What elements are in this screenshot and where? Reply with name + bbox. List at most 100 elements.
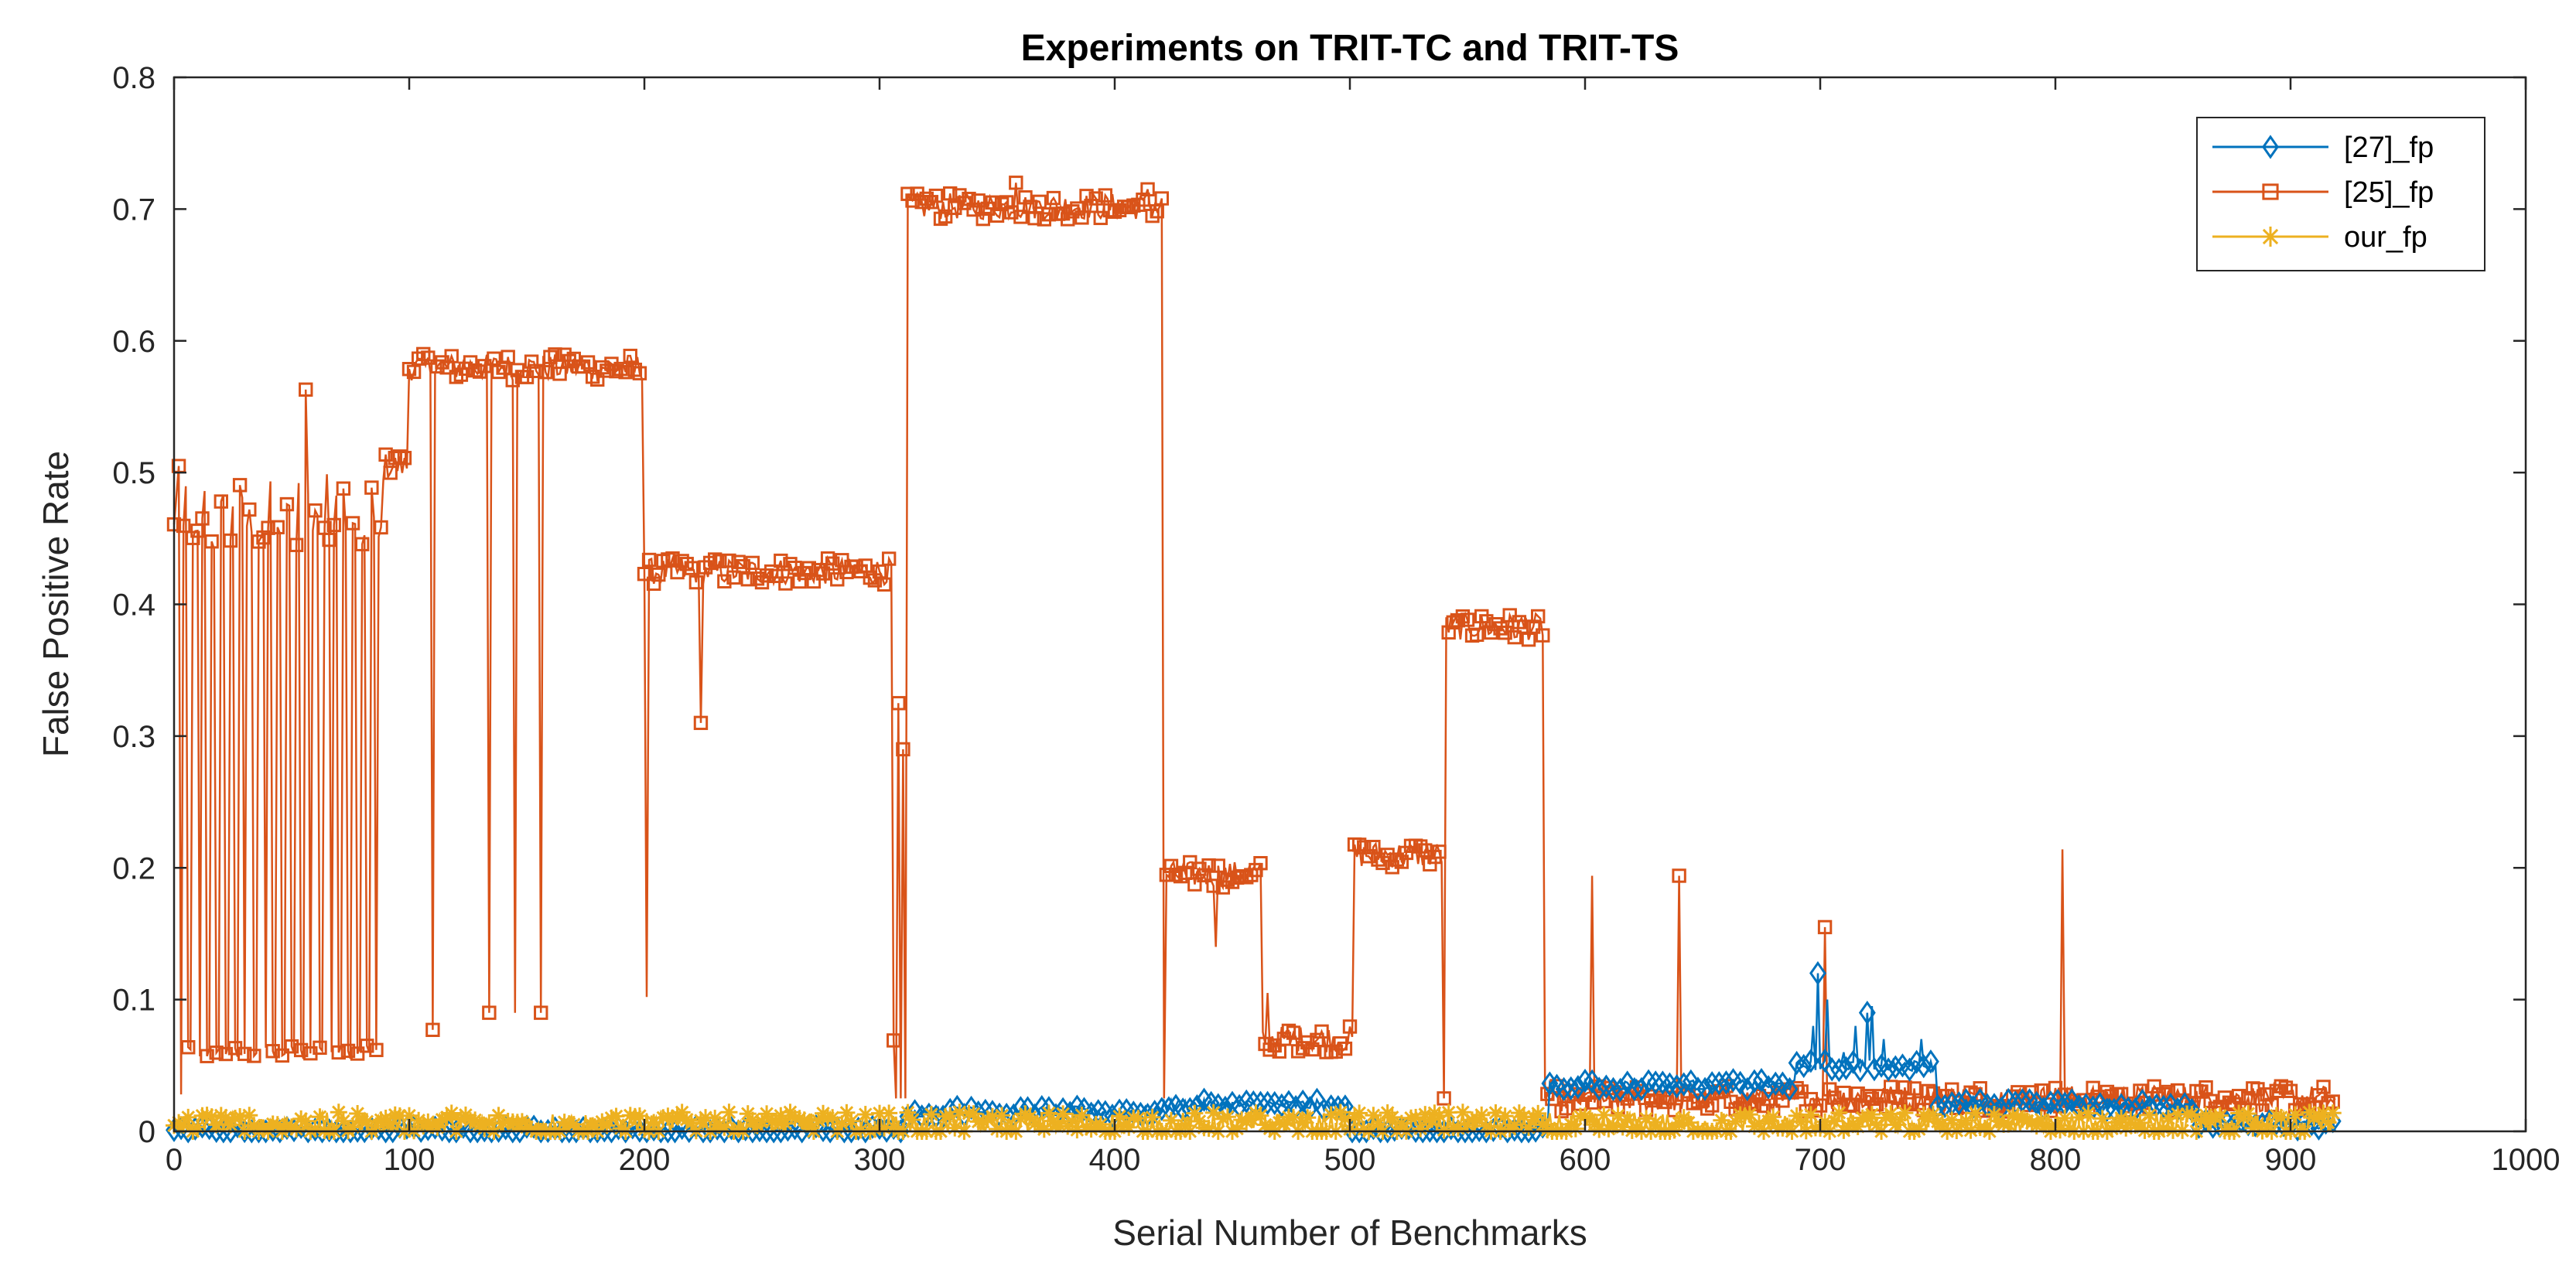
data-point	[966, 202, 981, 217]
x-tick-label: 100	[384, 1143, 436, 1177]
data-point	[609, 363, 624, 379]
data-point	[1569, 1075, 1587, 1100]
data-point	[350, 1046, 365, 1061]
data-point	[242, 502, 257, 517]
data-point	[1717, 1070, 1735, 1095]
data-point	[289, 537, 304, 552]
data-point	[708, 552, 723, 567]
data-point	[1611, 1077, 1629, 1103]
data-point	[1201, 858, 1216, 873]
data-point	[538, 364, 553, 380]
data-point	[1450, 612, 1466, 628]
data-point	[195, 511, 210, 526]
legend-label: [27]_fp	[2344, 131, 2434, 164]
data-point	[1328, 1044, 1343, 1059]
y-tick-label: 0.8	[112, 61, 155, 95]
data-point	[2198, 1080, 2213, 1095]
data-point	[1936, 1093, 1954, 1119]
data-point	[1153, 1097, 1170, 1121]
data-point	[1896, 1104, 1914, 1122]
data-point	[1441, 625, 1456, 640]
data-point	[1555, 1076, 1573, 1102]
data-point	[1197, 868, 1211, 883]
data-point	[1887, 1055, 1905, 1080]
data-point	[1823, 1057, 1841, 1082]
legend-box	[2196, 117, 2485, 271]
data-point	[364, 480, 379, 495]
data-point	[2231, 1089, 2246, 1104]
data-point	[2311, 1088, 2326, 1103]
data-point	[251, 534, 266, 549]
data-point	[1361, 849, 1376, 864]
data-point	[2086, 1080, 2100, 1096]
data-point	[1802, 1106, 1819, 1124]
data-point	[2278, 1080, 2294, 1095]
data-point	[398, 1115, 415, 1140]
data-point	[876, 577, 892, 592]
x-tick-label: 1000	[2492, 1143, 2561, 1177]
data-point	[1973, 1081, 1987, 1096]
x-tick-label: 400	[1089, 1143, 1141, 1177]
data-point	[1423, 857, 1437, 872]
data-point	[1093, 210, 1108, 226]
data-point	[2041, 1090, 2059, 1115]
data-point	[1454, 1104, 1471, 1121]
data-point	[1957, 1088, 1975, 1113]
data-point	[442, 1104, 460, 1122]
data-point	[1682, 1069, 1700, 1093]
data-point	[1299, 1109, 1317, 1127]
y-tick-label: 0.5	[112, 456, 155, 490]
data-point	[1211, 858, 1225, 873]
data-point	[1587, 1095, 1602, 1110]
chart-title: Experiments on TRIT-TC and TRIT-TS	[1021, 28, 1679, 69]
data-point	[1074, 210, 1089, 225]
data-point	[856, 1106, 874, 1124]
data-point	[1371, 852, 1385, 867]
y-tick-label: 0.4	[112, 588, 155, 623]
data-point	[999, 195, 1014, 210]
data-point	[1027, 210, 1042, 226]
data-point	[1689, 1076, 1707, 1101]
data-point	[933, 211, 948, 227]
data-point	[322, 532, 337, 547]
data-point	[1559, 1101, 1573, 1116]
data-point	[388, 451, 402, 466]
data-point	[1498, 626, 1512, 640]
data-point	[2063, 1088, 2081, 1113]
data-point	[1079, 189, 1094, 203]
data-point	[887, 1033, 901, 1048]
data-point	[1206, 878, 1221, 893]
data-point	[1647, 1070, 1665, 1095]
data-point	[965, 1105, 982, 1123]
data-point	[1437, 1091, 1451, 1106]
data-point	[2260, 1087, 2274, 1102]
data-point	[1098, 188, 1113, 203]
data-point	[1112, 203, 1127, 217]
x-tick-label: 800	[2030, 1143, 2082, 1177]
data-point	[1812, 1098, 1828, 1113]
data-point	[566, 351, 581, 367]
legend-marker	[2262, 135, 2279, 159]
data-point	[993, 1107, 1011, 1124]
data-point	[1375, 855, 1390, 871]
data-point	[1259, 1090, 1276, 1115]
data-point	[740, 571, 755, 587]
data-point	[1653, 1090, 1668, 1105]
data-point	[1830, 1104, 1848, 1121]
data-point	[1566, 1120, 1584, 1138]
data-point	[186, 530, 200, 545]
data-point	[1760, 1075, 1778, 1100]
x-tick-label: 600	[1560, 1143, 1611, 1177]
data-point	[985, 195, 1000, 210]
data-point	[717, 574, 732, 588]
data-point	[2134, 1088, 2151, 1114]
y-axis-label: False Positive Rate	[36, 451, 76, 757]
data-point	[378, 447, 393, 462]
data-point	[1488, 616, 1503, 632]
data-point	[261, 520, 275, 535]
data-point	[632, 366, 647, 380]
data-point	[247, 1049, 261, 1063]
data-point	[750, 571, 765, 586]
data-point	[1136, 193, 1150, 207]
data-point	[411, 351, 426, 366]
